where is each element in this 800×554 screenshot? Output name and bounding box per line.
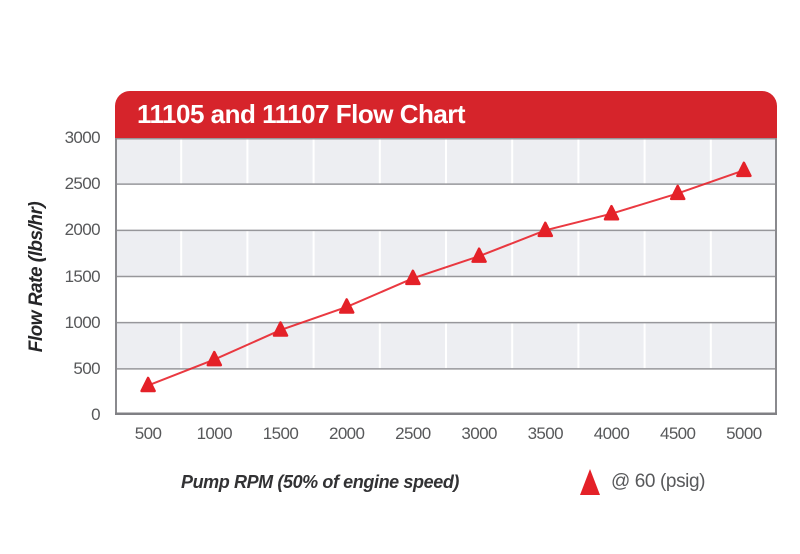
data-point-triangle <box>206 350 223 367</box>
x-tick-label: 3000 <box>461 424 497 443</box>
x-axis-title: Pump RPM (50% of engine speed) <box>180 472 460 492</box>
data-point-triangle <box>471 247 487 263</box>
data-point-triangle <box>669 184 686 201</box>
data-point-triangle <box>405 269 421 286</box>
x-tick-label: 2500 <box>395 424 431 443</box>
legend: @ 60 (psig) <box>580 467 705 497</box>
data-point-triangle <box>272 321 289 337</box>
y-tick-label: 3000 <box>64 128 101 147</box>
chart-title-banner: 11105 and 11107 Flow Chart <box>115 91 777 138</box>
y-tick-label: 500 <box>73 358 100 378</box>
x-tick-label: 4000 <box>593 424 630 443</box>
chart-title: 11105 and 11107 Flow Chart <box>137 99 466 129</box>
x-tick-label: 2000 <box>328 424 365 443</box>
x-tick-label: 500 <box>134 424 162 443</box>
y-tick-label: 1000 <box>64 312 101 332</box>
data-point-triangle <box>140 376 156 393</box>
flow-rate-series-line <box>147 169 745 387</box>
y-tick-label: 2500 <box>64 174 101 194</box>
x-tick-label: 4500 <box>659 424 696 443</box>
y-tick-label: 2000 <box>64 220 101 240</box>
data-point-triangle <box>736 161 752 178</box>
data-point-triangle <box>603 204 620 221</box>
x-tick-label: 5000 <box>726 424 762 443</box>
x-tick-label: 3500 <box>527 424 564 443</box>
flow-rate-line-chart <box>115 138 777 415</box>
plot-area <box>115 138 777 415</box>
data-point-triangle <box>537 221 554 238</box>
legend-label: @ 60 (psig) <box>611 471 706 492</box>
data-point-triangle <box>338 298 355 314</box>
triangle-marker-icon <box>580 469 600 495</box>
x-tick-label: 1000 <box>196 424 233 443</box>
y-tick-label: 0 <box>91 405 100 424</box>
y-tick-label: 1500 <box>64 266 101 286</box>
x-tick-label: 1500 <box>262 424 299 443</box>
